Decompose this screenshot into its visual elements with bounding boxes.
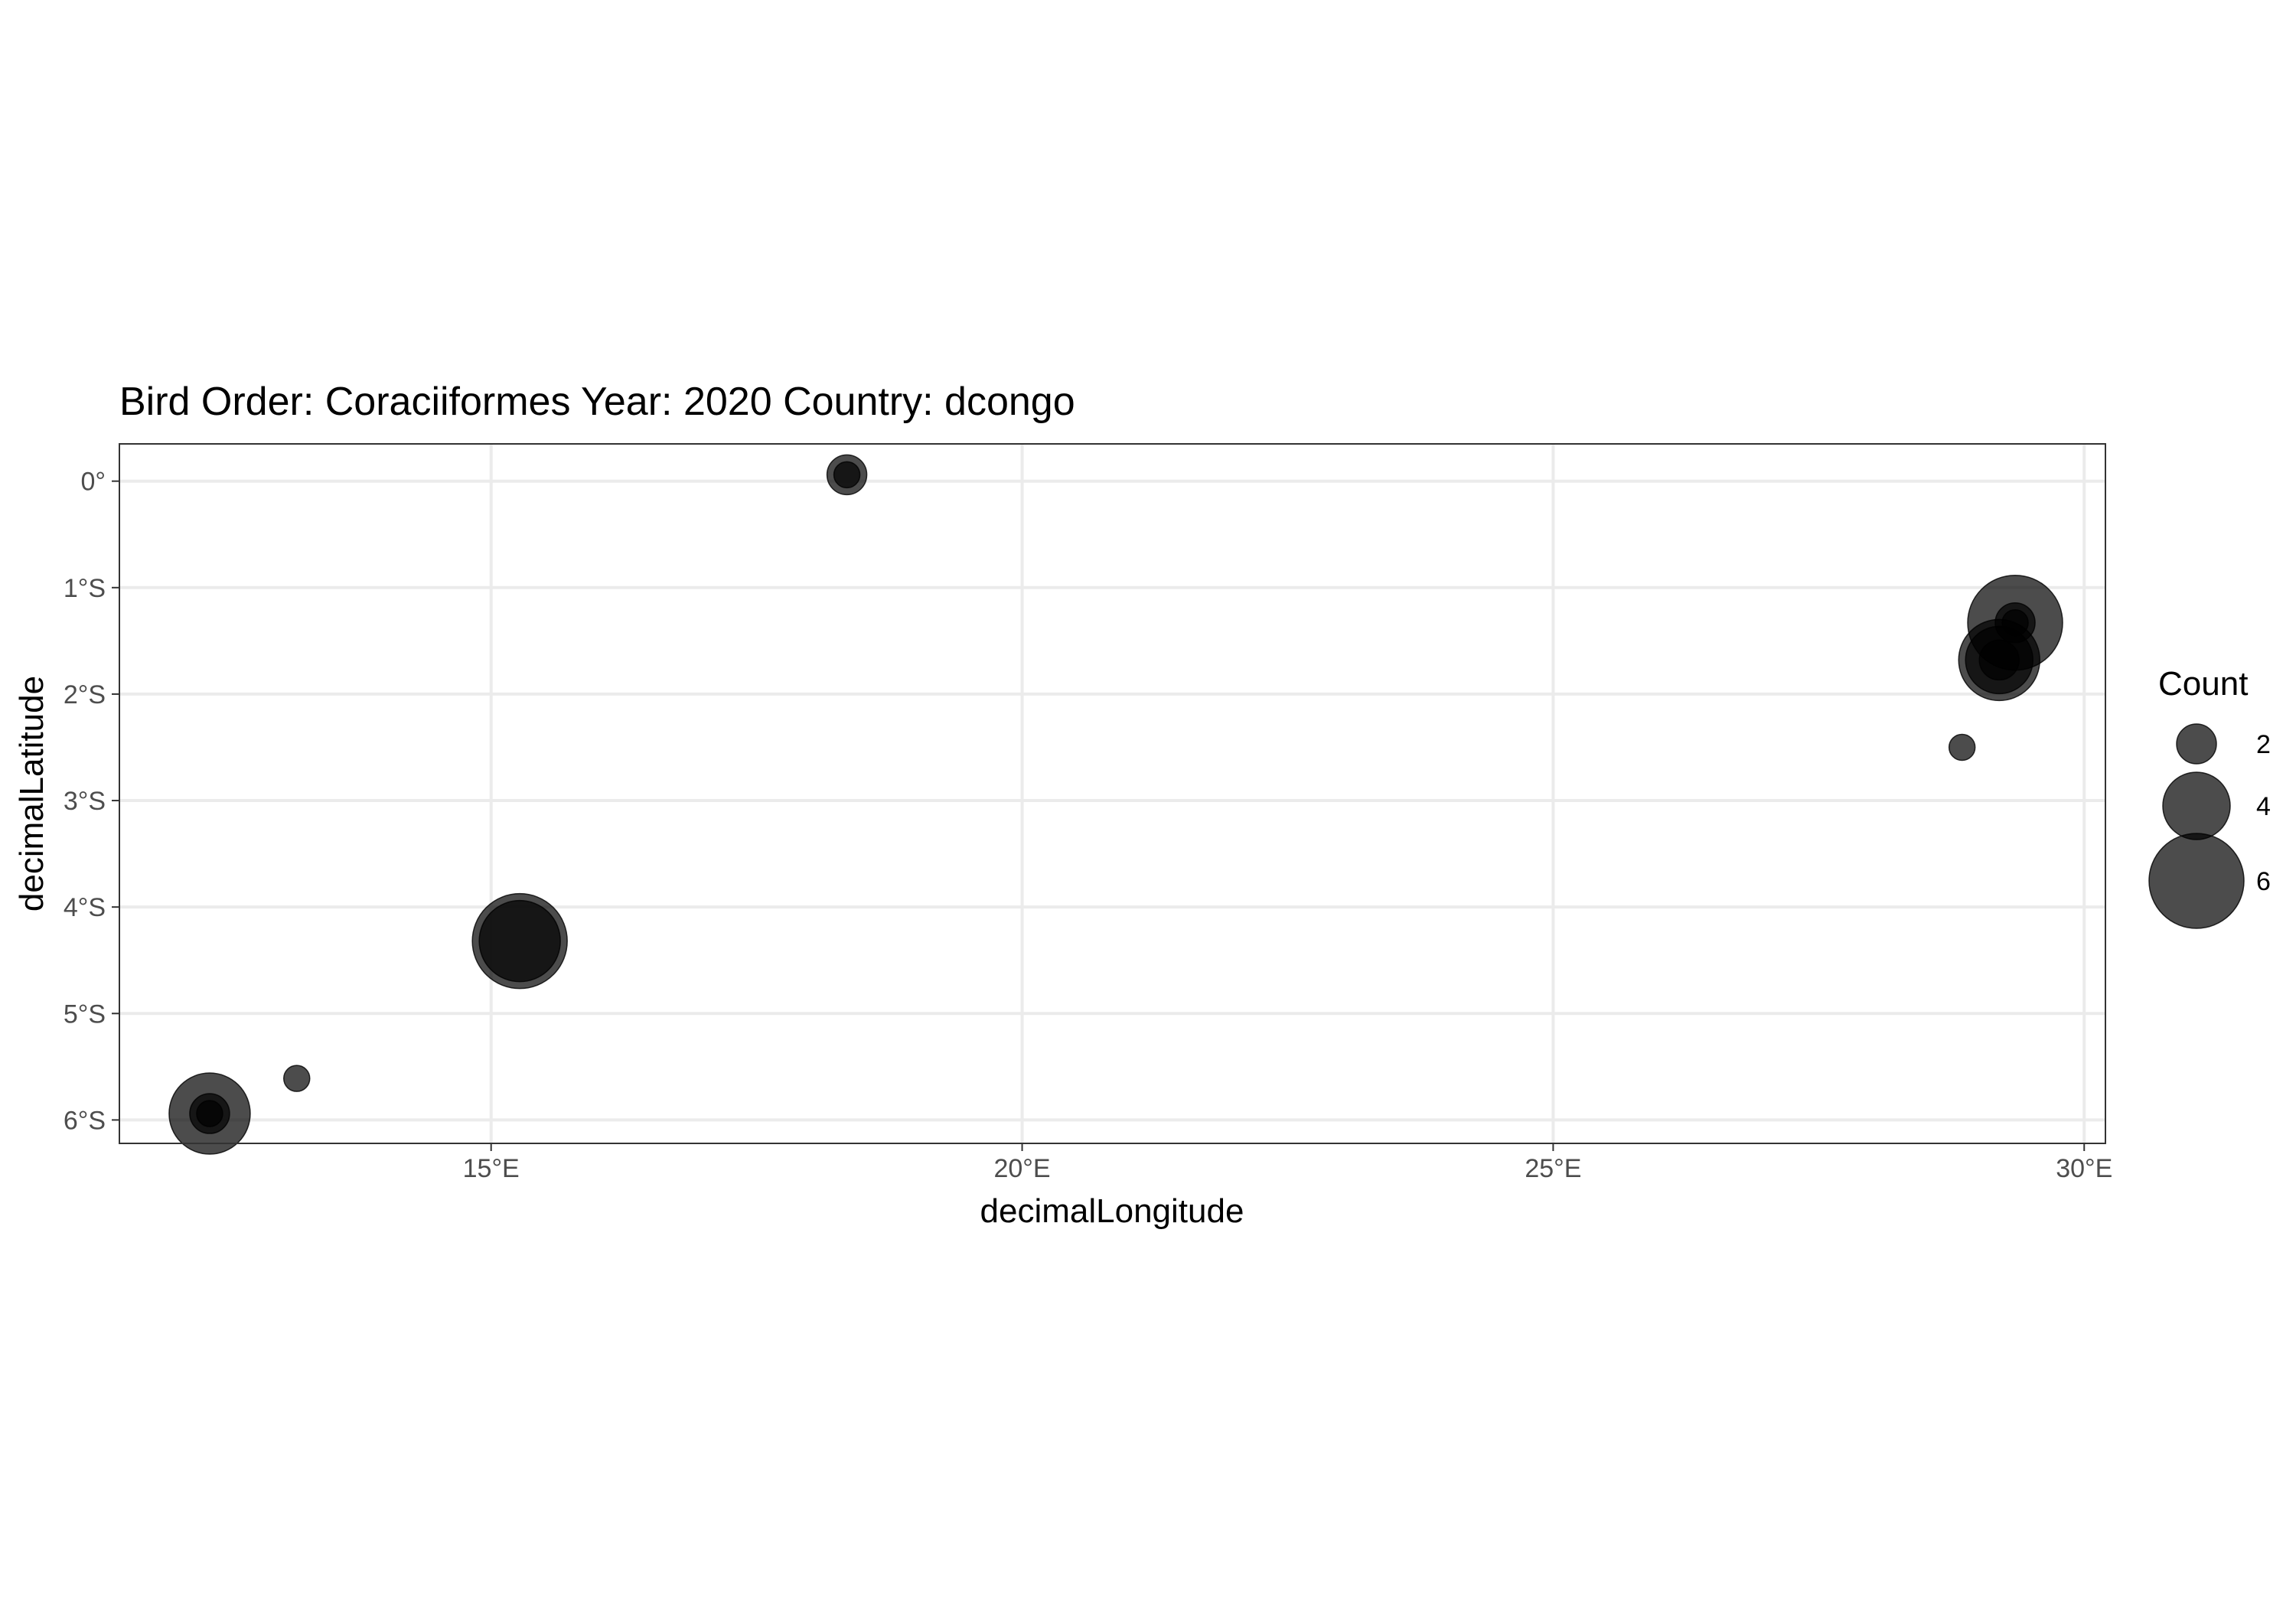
y-axis-ticks: 0° 1°S 2°S 3°S 4°S 5°S 6°S xyxy=(64,468,119,1135)
data-point xyxy=(1978,639,2020,681)
x-tick-label: 25°E xyxy=(1525,1154,1581,1183)
y-tick-label: 4°S xyxy=(64,893,106,922)
y-axis-title: decimalLatitude xyxy=(13,676,51,911)
y-tick-label: 0° xyxy=(80,468,106,497)
y-tick-label: 1°S xyxy=(64,574,106,603)
data-point xyxy=(196,1100,223,1127)
x-axis-title: decimalLongitude xyxy=(980,1192,1244,1230)
legend-label: 4 xyxy=(2256,792,2271,821)
y-tick-label: 5°S xyxy=(64,1000,106,1029)
x-axis-ticks: 15°E 20°E 25°E 30°E xyxy=(463,1143,2112,1183)
legend-key xyxy=(2176,723,2217,765)
data-point xyxy=(282,1065,311,1092)
x-tick-label: 20°E xyxy=(993,1154,1050,1183)
legend-label: 2 xyxy=(2256,730,2271,759)
data-points xyxy=(168,454,2063,1155)
data-point xyxy=(833,461,861,489)
panel-border xyxy=(119,443,2106,1144)
legend-title: Count xyxy=(2158,665,2248,703)
chart-title: Bird Order: Coraciiformes Year: 2020 Cou… xyxy=(119,380,1075,424)
legend-key xyxy=(2148,833,2245,929)
x-tick-label: 15°E xyxy=(463,1154,520,1183)
y-tick-label: 2°S xyxy=(64,680,106,709)
x-tick-label: 30°E xyxy=(2056,1154,2112,1183)
legend-label: 6 xyxy=(2256,867,2271,896)
legend-key xyxy=(2162,771,2231,840)
y-tick-label: 6°S xyxy=(64,1106,106,1135)
size-legend: Count 2 4 6 xyxy=(2148,665,2271,929)
data-point xyxy=(1948,733,1976,761)
grid-lines xyxy=(119,444,2105,1143)
y-tick-label: 3°S xyxy=(64,787,106,816)
data-point xyxy=(478,899,561,983)
